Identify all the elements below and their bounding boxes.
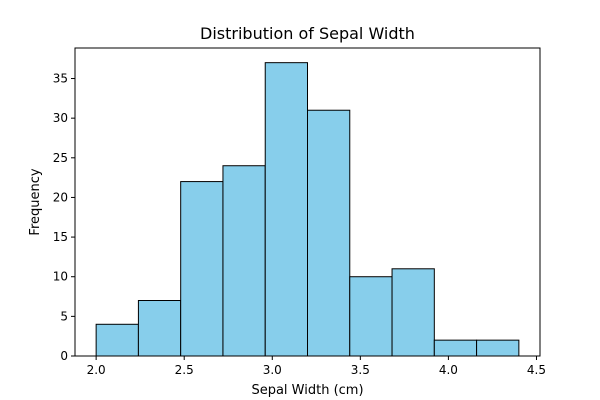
bars-layer: [95, 62, 520, 357]
x-tick-label: 3.0: [263, 363, 282, 377]
histogram-bar: [222, 165, 266, 357]
histogram-bar: [476, 339, 520, 357]
y-axis-label: Frequency: [28, 168, 43, 235]
y-tick-label: 5: [60, 309, 68, 323]
histogram-bar: [307, 109, 351, 357]
y-tick-label: 20: [53, 190, 68, 204]
plot-frame: [74, 47, 541, 357]
x-tick-label: 3.5: [351, 363, 370, 377]
x-tick-label: 4.0: [439, 363, 458, 377]
x-tick-label: 2.5: [175, 363, 194, 377]
y-tick-label: 0: [60, 349, 68, 363]
y-tick-label: 10: [53, 270, 68, 284]
x-axis-ticks: 2.0 2.5 3.0 3.5 4.0 4.5: [87, 356, 546, 377]
y-tick-label: 30: [53, 111, 68, 125]
y-tick-label: 25: [53, 151, 68, 165]
chart-title: Distribution of Sepal Width: [200, 24, 415, 43]
histogram-bar: [349, 276, 393, 357]
histogram-bar: [95, 323, 139, 357]
y-axis-ticks: 0 5 10 15 20 25 30 35: [53, 72, 75, 363]
histogram-bar: [180, 181, 224, 357]
histogram-bar: [264, 62, 308, 357]
x-tick-label: 4.5: [527, 363, 546, 377]
histogram-bar: [433, 339, 478, 357]
y-tick-label: 35: [53, 72, 68, 86]
histogram-bar: [391, 268, 435, 357]
x-tick-label: 2.0: [87, 363, 106, 377]
y-tick-label: 15: [53, 230, 68, 244]
histogram-bar: [137, 300, 182, 357]
x-axis-label: Sepal Width (cm): [251, 383, 363, 398]
